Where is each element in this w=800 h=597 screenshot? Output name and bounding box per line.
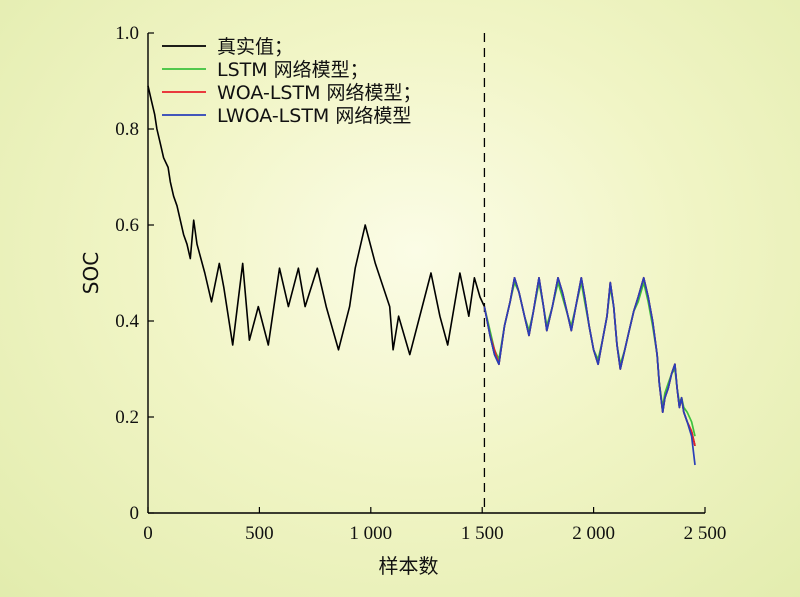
y-tick-label: 0.8: [115, 119, 139, 140]
legend-label-true: 真实值；: [217, 36, 293, 58]
y-tick-label: 0.6: [115, 215, 139, 236]
x-tick-label: 1 000: [349, 523, 392, 544]
legend-label-lstm: LSTM 网络模型；: [217, 59, 369, 81]
y-tick-label: 0: [130, 503, 140, 524]
x-tick-label: 0: [143, 523, 153, 544]
y-tick-label: 0.4: [115, 311, 139, 332]
legend-label-woa: WOA-LSTM 网络模型；: [217, 82, 422, 104]
series-line-lwoa: [483, 276, 696, 466]
y-tick-label: 0.2: [115, 407, 139, 428]
x-tick-label: 1 500: [461, 523, 504, 544]
x-axis-label: 样本数: [379, 554, 439, 578]
series-line-woa: [483, 276, 696, 446]
axes: 0 500 1 000 1 500 2 000 2 500 0 0.2 0.4 0.6 0.8 1.0: [115, 23, 726, 544]
y-tick-label: 1.0: [115, 23, 139, 44]
legend-label-lwoa: LWOA-LSTM 网络模型: [217, 105, 411, 127]
x-tick-label: 2 500: [684, 523, 727, 544]
x-tick-label: 2 000: [572, 523, 615, 544]
series-line-true: [147, 85, 696, 446]
series-lines: [147, 85, 696, 466]
x-tick-label: 500: [245, 523, 274, 544]
series-line-lstm: [483, 281, 696, 437]
legend: 真实值；LSTM 网络模型；WOA-LSTM 网络模型；LWOA-LSTM 网络…: [162, 36, 422, 127]
y-axis-label: SOC: [79, 252, 103, 294]
